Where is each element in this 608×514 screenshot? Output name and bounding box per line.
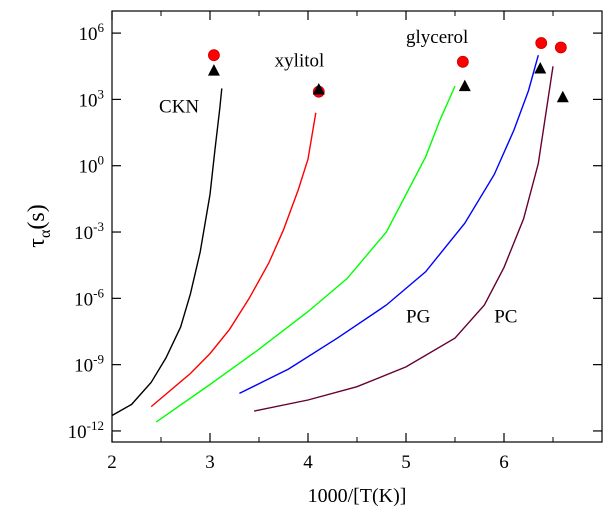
y-axis-title: τα(s) xyxy=(24,204,54,247)
series-line-xylitol xyxy=(150,112,317,408)
red-circle-marker xyxy=(208,49,220,62)
x-tick-label: 5 xyxy=(401,452,411,473)
y-axis-title-main: τ xyxy=(24,238,50,248)
black-triangle-marker xyxy=(534,61,547,74)
axis-ticks: 2 3 4 5 6 106 103 100 10-3 10-6 10-9 10-12 xyxy=(68,11,602,473)
y-tick-label: 100 xyxy=(79,153,105,178)
curve-label-xylitol: xylitol xyxy=(275,50,325,71)
series-line-ckn xyxy=(111,88,223,417)
black-triangle-marker xyxy=(312,82,325,95)
y-axis-title-sub: α xyxy=(37,229,54,238)
curves-layer xyxy=(111,55,554,423)
series-line-pc xyxy=(253,66,554,412)
black-triangle-marker xyxy=(458,79,471,92)
markers-layer xyxy=(207,37,569,103)
x-tick-label: 3 xyxy=(205,452,215,473)
curve-label-glycerol: glycerol xyxy=(406,27,468,48)
red-circle-marker xyxy=(554,41,567,54)
black-triangle-marker xyxy=(556,90,569,103)
x-tick-label: 4 xyxy=(303,452,313,473)
x-axis-title: 1000/[T(K)] xyxy=(308,485,407,507)
svg-text:τα(s): τα(s) xyxy=(24,204,54,247)
red-circle-marker xyxy=(456,55,469,68)
y-tick-label: 10-3 xyxy=(74,219,104,244)
red-circle-marker xyxy=(535,37,548,49)
y-tick-label: 10-12 xyxy=(68,418,104,443)
y-tick-label: 10-6 xyxy=(74,285,104,310)
curve-label-pc: PC xyxy=(494,307,517,328)
x-tick-label: 2 xyxy=(107,452,117,473)
y-tick-label: 103 xyxy=(79,86,105,111)
curve-labels: CKN xylitol glycerol PG PC xyxy=(159,27,517,328)
black-triangle-marker xyxy=(207,64,220,76)
series-line-pg xyxy=(239,55,539,395)
y-tick-label: 10-9 xyxy=(74,352,104,377)
curve-label-pg: PG xyxy=(406,307,431,328)
x-tick-label: 6 xyxy=(499,452,509,473)
series-line-glycerol xyxy=(155,85,456,423)
y-tick-label: 106 xyxy=(79,20,105,45)
curve-label-ckn: CKN xyxy=(159,97,199,118)
y-axis-title-suffix: (s) xyxy=(24,204,50,229)
